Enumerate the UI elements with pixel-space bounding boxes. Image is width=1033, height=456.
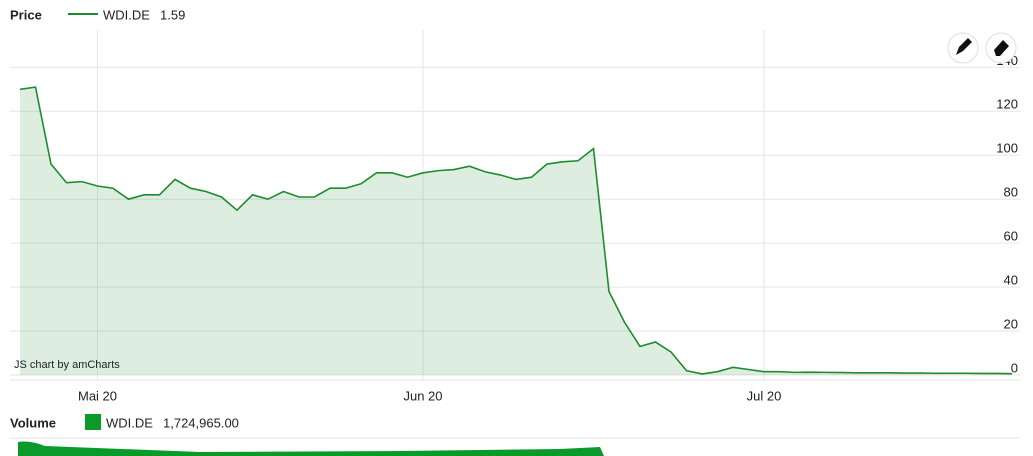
y-tick-label: 80 bbox=[1004, 185, 1018, 200]
x-tick-label: Jun 20 bbox=[403, 388, 442, 403]
legend-name: WDI.DE bbox=[103, 7, 150, 22]
volume-legend-name: WDI.DE bbox=[106, 415, 153, 430]
volume-area bbox=[18, 441, 604, 456]
y-tick-label: 40 bbox=[1004, 273, 1018, 288]
panel-title: Price bbox=[10, 7, 42, 22]
erase-button[interactable] bbox=[985, 32, 1017, 64]
area-fill bbox=[20, 87, 1012, 375]
y-tick-label: 120 bbox=[996, 97, 1018, 112]
volume-legend-value: 1,724,965.00 bbox=[163, 415, 239, 430]
price-line bbox=[19, 86, 1013, 375]
draw-button[interactable] bbox=[947, 32, 979, 64]
credit: JS chart by amCharts bbox=[14, 359, 120, 371]
y-tick-label: 20 bbox=[1004, 316, 1018, 331]
x-tick-label: Jul 20 bbox=[747, 388, 782, 403]
volume-title: Volume bbox=[10, 415, 56, 430]
legend-value: 1.59 bbox=[160, 7, 185, 22]
x-tick-label: Mai 20 bbox=[78, 388, 117, 403]
y-tick-label: 60 bbox=[1004, 229, 1018, 244]
y-tick-label: 0 bbox=[1011, 360, 1018, 375]
volume-legend-swatch bbox=[85, 414, 101, 430]
y-tick-label: 100 bbox=[996, 141, 1018, 156]
